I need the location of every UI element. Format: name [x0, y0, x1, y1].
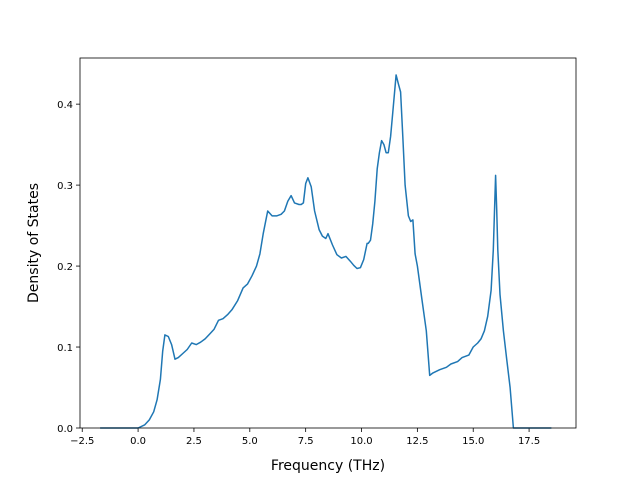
x-tick-label: 12.5 [406, 436, 428, 447]
plot-background [80, 58, 576, 428]
y-tick-label: 0.1 [57, 343, 73, 354]
y-tick-label: 0.0 [57, 424, 73, 435]
x-tick-label: 7.5 [298, 436, 314, 447]
y-tick-label: 0.2 [57, 262, 73, 273]
x-tick-label: −2.5 [70, 436, 94, 447]
x-axis-ticks: −2.5 0.0 2.5 5.0 7.5 10.0 12.5 15.0 17.5 [70, 428, 540, 447]
y-tick-label: 0.4 [57, 100, 73, 111]
x-tick-label: 17.5 [518, 436, 540, 447]
y-axis-ticks: 0.0 0.1 0.2 0.3 0.4 [57, 100, 80, 435]
x-tick-label: 10.0 [350, 436, 372, 447]
y-axis-title: Density of States [26, 183, 42, 303]
x-tick-label: 5.0 [242, 436, 258, 447]
y-tick-label: 0.3 [57, 181, 73, 192]
plot-frame [79, 57, 577, 429]
x-tick-label: 2.5 [186, 436, 202, 447]
x-tick-label: 0.0 [130, 436, 146, 447]
x-axis-title: Frequency (THz) [271, 458, 385, 474]
x-tick-label: 15.0 [462, 436, 484, 447]
series-line [100, 74, 552, 429]
